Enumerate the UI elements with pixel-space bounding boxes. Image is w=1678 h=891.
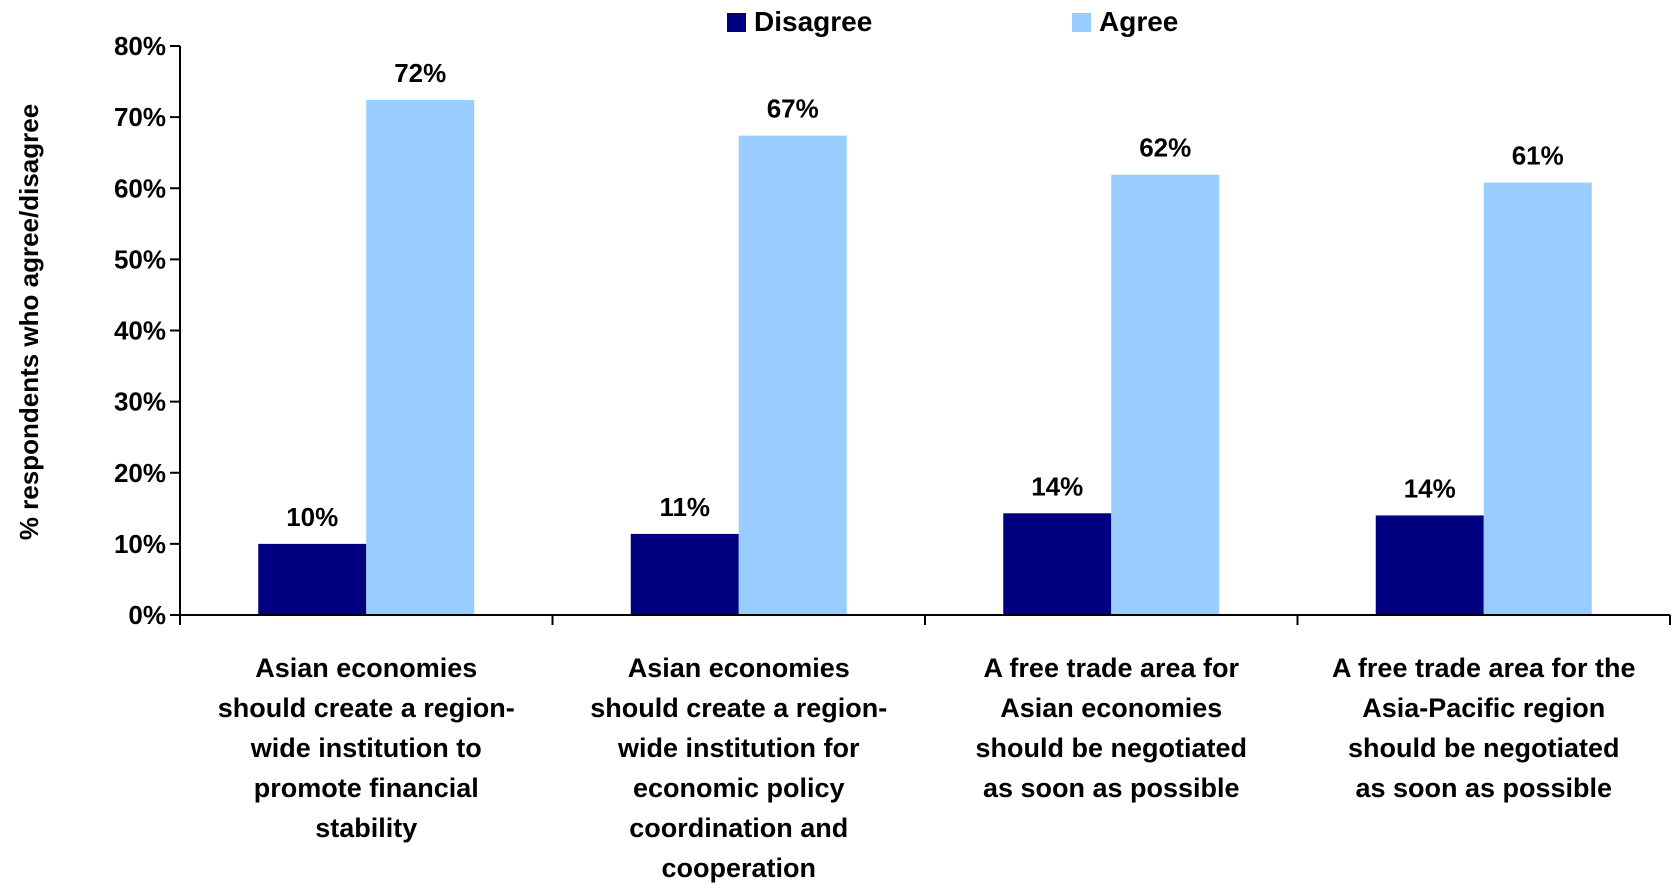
x-category-label-line: should create a region- (590, 693, 888, 723)
x-category-label-line: Asian economies (255, 653, 478, 683)
x-category-label-line: wide institution to (250, 733, 482, 763)
x-category-label-line: stability (315, 813, 418, 843)
data-label-agree-3: 62% (1139, 133, 1191, 163)
bar-agree-2 (738, 135, 847, 615)
x-category-label-3: A free trade area for Asian economies shou… (931, 648, 1291, 808)
x-category-label-line: Asia-Pacific region (1362, 693, 1606, 723)
x-category-label-line: coordination and (629, 813, 849, 843)
y-tick-label: 70% (114, 102, 166, 132)
x-category-label-line: A free trade area for (983, 653, 1240, 683)
x-category-label-line: as soon as possible (1355, 773, 1613, 803)
data-label-agree-2: 67% (767, 94, 819, 124)
bar-disagree-4 (1375, 515, 1484, 615)
y-axis-label: % respondents who agree/disagree (14, 104, 44, 540)
bars-group (258, 100, 1592, 616)
y-tick-label: 0% (128, 600, 166, 630)
x-category-label-line: should create a region- (217, 693, 515, 723)
bar-agree-3 (1111, 174, 1220, 615)
x-category-label-1: Asian economies should create a region-wi… (186, 648, 546, 848)
x-category-label-line: promote financial (253, 773, 479, 803)
x-category-label-line: should be negotiated (975, 733, 1247, 763)
bar-disagree-2 (630, 533, 739, 615)
x-category-label-line: wide institution for (618, 733, 860, 763)
x-category-label-line: Asian economies (1000, 693, 1223, 723)
y-tick-label: 10% (114, 529, 166, 559)
y-tick-label: 50% (114, 244, 166, 274)
data-label-agree-1: 72% (394, 58, 446, 88)
bar-disagree-1 (258, 543, 367, 615)
x-category-label-2: Asian economies should create a region-wi… (559, 648, 919, 888)
legend-swatch-agree (1072, 12, 1091, 32)
data-label-disagree-4: 14% (1404, 473, 1456, 503)
legend-item-agree: Agree (1072, 6, 1178, 38)
y-tick-label: 40% (114, 316, 166, 346)
y-tick-label: 60% (114, 173, 166, 203)
axes-group: 0% 10% 20% 30% 40% 50% 60% 70% 80% (114, 31, 1671, 630)
legend-label-disagree: Disagree (754, 6, 873, 37)
x-category-label-line: A free trade area for the (1331, 653, 1636, 683)
data-labels-group: 10% 11% 14% 14% 72% 67% 62% 61% (286, 58, 1564, 532)
y-tick-label: 80% (114, 31, 166, 61)
bar-agree-4 (1483, 182, 1592, 615)
data-label-agree-4: 61% (1512, 141, 1564, 171)
legend-label-agree: Agree (1099, 6, 1179, 37)
data-label-disagree-3: 14% (1031, 471, 1083, 501)
data-label-disagree-1: 10% (286, 502, 338, 532)
x-category-label-4: A free trade area for the Asia-Pacific re… (1304, 648, 1664, 808)
bar-disagree-3 (1003, 513, 1112, 615)
x-category-label-line: should be negotiated (1347, 733, 1620, 763)
data-label-disagree-2: 11% (659, 492, 710, 522)
x-category-label-line: cooperation (661, 853, 816, 883)
y-tick-label: 20% (114, 458, 166, 488)
y-tick-label: 30% (114, 387, 166, 417)
legend-item-disagree: Disagree (727, 6, 872, 38)
x-category-label-line: Asian economies (627, 653, 850, 683)
legend-swatch-disagree (727, 12, 746, 32)
bar-agree-1 (366, 100, 475, 616)
x-category-label-line: as soon as possible (982, 773, 1240, 803)
x-category-label-line: economic policy (632, 773, 845, 803)
